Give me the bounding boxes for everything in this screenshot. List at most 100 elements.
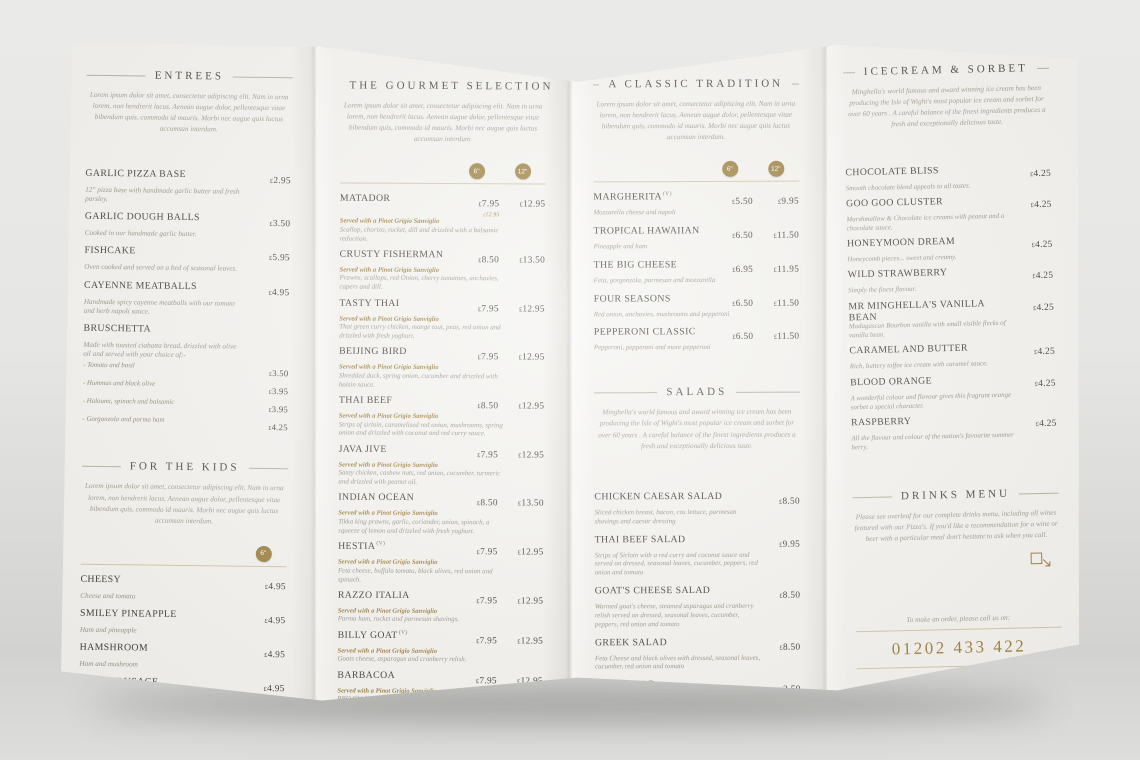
option-price: £3.50 bbox=[268, 368, 289, 379]
salads-intro: Minghella's world famous and award winni… bbox=[598, 407, 796, 450]
kids-intro: Lorem ipsum dolor sit amet, consectetur … bbox=[85, 482, 284, 526]
item-description: A wonderful colour and flavour gives thi… bbox=[849, 391, 1011, 411]
item-title: GOO GOO CLUSTER bbox=[845, 196, 943, 210]
salads-heading: SALADS bbox=[594, 386, 800, 399]
item-price-small: £7.95 bbox=[475, 675, 497, 686]
item-title: CAYENNE MEATBALLS bbox=[84, 279, 198, 292]
heading-rule-left bbox=[86, 74, 146, 76]
item-price: £2.95 bbox=[269, 175, 291, 186]
item-title: FISHCAKE bbox=[84, 245, 136, 257]
item-price-small: £7.95 bbox=[475, 596, 497, 607]
menu-item: RASPBERRY £4.25 All the flavour and colo… bbox=[850, 413, 1056, 453]
menu-item: CAYENNE MEATBALLS £4.95 Handmade spicy c… bbox=[84, 279, 290, 318]
phone-number: 01202 433 422 bbox=[890, 635, 1026, 659]
vegetarian-mark: (V) bbox=[375, 540, 385, 547]
item-price-small: £6.50 bbox=[732, 230, 754, 241]
page-turn-icon bbox=[1029, 551, 1051, 572]
size-badge-large: 12" bbox=[514, 163, 531, 180]
menu-item: HESTIA(V) £7.95 £12.95 Served with a Pin… bbox=[337, 541, 543, 586]
menu-item: HAMSHROOM £4.95 Ham and mushroom bbox=[79, 642, 285, 672]
item-price: £4.95 bbox=[268, 287, 290, 298]
menu-item: RAZZO ITALIA £7.95 £12.95 Served with a … bbox=[337, 589, 543, 625]
item-title: BLOOD ORANGE bbox=[849, 375, 932, 389]
item-title: GOAT'S CHEESE SALAD bbox=[594, 584, 711, 597]
panel-classic-salads: A CLASSIC TRADITION Lorem ipsum dolor si… bbox=[569, 42, 825, 701]
item-description: Goats cheese, asparagus and cranberry re… bbox=[336, 655, 466, 664]
item-price-large: £12.95 bbox=[517, 401, 544, 412]
size-badge-small: 6" bbox=[255, 545, 272, 562]
item-title: PEPPERONI CLASSIC bbox=[593, 326, 696, 339]
item-title: CARAMEL AND BUTTER bbox=[848, 343, 968, 357]
item-option: - Gorgonzola and parma ham £4.25 bbox=[82, 415, 288, 436]
item-title: SILLY SAUSAGE bbox=[79, 675, 159, 688]
option-label: - Hummus and black olive bbox=[82, 380, 156, 389]
menu-item: CHICKEN CAESAR SALAD £8.50 Sliced chicke… bbox=[594, 491, 800, 527]
option-price: £4.25 bbox=[268, 422, 288, 433]
entrees-list-rule bbox=[85, 158, 292, 161]
salads-item-list: CHICKEN CAESAR SALAD £8.50 Sliced chicke… bbox=[594, 491, 801, 701]
menu-item: TROPICAL HAWAIIAN £6.50 £11.50 Pineapple… bbox=[593, 225, 799, 253]
item-description: Strips of Sirloin with a red curry and c… bbox=[594, 551, 758, 577]
menu-item: BILLY GOAT(V) £7.95 £12.95 Served with a… bbox=[337, 629, 543, 665]
item-price-large: £11.50 bbox=[773, 230, 800, 241]
item-price: £4.25 bbox=[1031, 239, 1053, 251]
item-title: THAI BEEF bbox=[338, 394, 392, 407]
paper-drop-shadow bbox=[90, 688, 1050, 722]
section-title-entrees: ENTREES bbox=[154, 69, 225, 83]
heading-rule-left bbox=[852, 496, 892, 498]
gourmet-intro: Lorem ipsum dolor sit amet, consectetur … bbox=[343, 101, 542, 144]
item-title: TROPICAL HAWAIIAN bbox=[593, 225, 700, 237]
menu-item: BLOOD ORANGE £4.25 A wonderful colour an… bbox=[850, 372, 1056, 412]
item-description: Parma ham, rocket and parmesan shavings. bbox=[337, 615, 459, 624]
item-title: CHEESY bbox=[80, 573, 122, 585]
item-title: GREEK SALAD bbox=[594, 636, 668, 648]
menu-item: CHOCOLATE BLISS £4.25 Smooth chocolate b… bbox=[845, 162, 1051, 193]
heading-rule-right bbox=[736, 391, 800, 393]
menu-item: JAVA JIVE £7.95 £12.95 Served with a Pin… bbox=[338, 443, 544, 488]
menu-item: CRUSTY FISHERMAN £8.50 £13.50 Served wit… bbox=[339, 248, 545, 293]
item-description: Pineapple and ham bbox=[593, 243, 648, 251]
item-title: THAI BEEF SALAD bbox=[594, 533, 686, 545]
item-price-large: £11.50 bbox=[773, 332, 800, 343]
item-title: WILD STRAWBERRY bbox=[847, 267, 947, 281]
item-price-large: £12.95 bbox=[516, 676, 543, 687]
item-price-large: £13.50 bbox=[518, 255, 545, 266]
section-title-salads: SALADS bbox=[666, 386, 728, 399]
item-description: Made with toasted ciabatta bread, drizzl… bbox=[83, 340, 237, 360]
vegetarian-mark: (V) bbox=[398, 629, 408, 636]
item-title: GARLIC PIZZA BASE bbox=[85, 167, 186, 180]
item-description: Warmed goat's cheese, steamed asparagus … bbox=[594, 602, 754, 629]
menu-item: SMILEY PINEAPPLE £4.95 Ham and pineapple bbox=[80, 607, 286, 637]
item-price: £3.50 bbox=[269, 219, 291, 230]
kids-item-list: CHEESY £4.95 Cheese and tomato SMILEY PI… bbox=[79, 573, 286, 700]
item-description: Feta cheese, buffalo tomato, black olive… bbox=[337, 567, 493, 584]
icecream-heading: ICECREAM & SORBET bbox=[842, 62, 1049, 79]
option-label: - Tomato and basil bbox=[83, 362, 135, 370]
heading-rule-right bbox=[233, 76, 293, 78]
gourmet-size-badge-row: 6" 12" bbox=[339, 159, 546, 185]
item-price: £4.25 bbox=[1033, 347, 1055, 358]
menu-item: PEPPERONI CLASSIC £6.50 £11.50 Pepperoni… bbox=[594, 326, 800, 354]
menu-item: THAI BEEF SALAD £9.95 Strips of Sirloin … bbox=[595, 533, 801, 578]
menu-item: GARLIC DOUGH BALLS £3.50 Cooked in our h… bbox=[85, 211, 291, 241]
item-price-large: £9.95 bbox=[777, 196, 799, 207]
menu-item: HONEYMOON DREAM £4.25 Honeycomb pieces..… bbox=[846, 234, 1052, 265]
heading-rule-left bbox=[81, 465, 121, 468]
item-title: CRUSTY FISHERMAN bbox=[339, 248, 443, 261]
item-title: RAZZO ITALIA bbox=[337, 589, 410, 601]
item-price: £8.50 bbox=[778, 496, 800, 507]
option-price: £3.95 bbox=[268, 404, 289, 415]
kids-heading: FOR THE KIDS bbox=[81, 460, 288, 475]
item-description: Sliced chicken breast, bacon, cos lettuc… bbox=[594, 508, 737, 526]
entrees-item-list: GARLIC PIZZA BASE £2.95 12" pizza base w… bbox=[82, 167, 291, 442]
heading-rule-right bbox=[1018, 492, 1058, 495]
drinks-text: Please see overleaf for our complete dri… bbox=[854, 508, 1058, 544]
menu-item: GOO GOO CLUSTER £4.25 Marshmallow & Choc… bbox=[845, 194, 1051, 234]
item-price-small: £5.50 bbox=[731, 196, 753, 207]
heading-rule-right bbox=[1036, 67, 1049, 69]
menu-leaflet: ENTREES Lorem ipsum dolor sit amet, cons… bbox=[61, 42, 1079, 701]
drinks-heading: DRINKS MENU bbox=[852, 487, 1058, 504]
item-price-large: £12.95 bbox=[517, 547, 544, 558]
item-title: MATADOR bbox=[339, 192, 390, 205]
item-description: Thai green curry chicken, mange tout, pe… bbox=[338, 323, 501, 340]
